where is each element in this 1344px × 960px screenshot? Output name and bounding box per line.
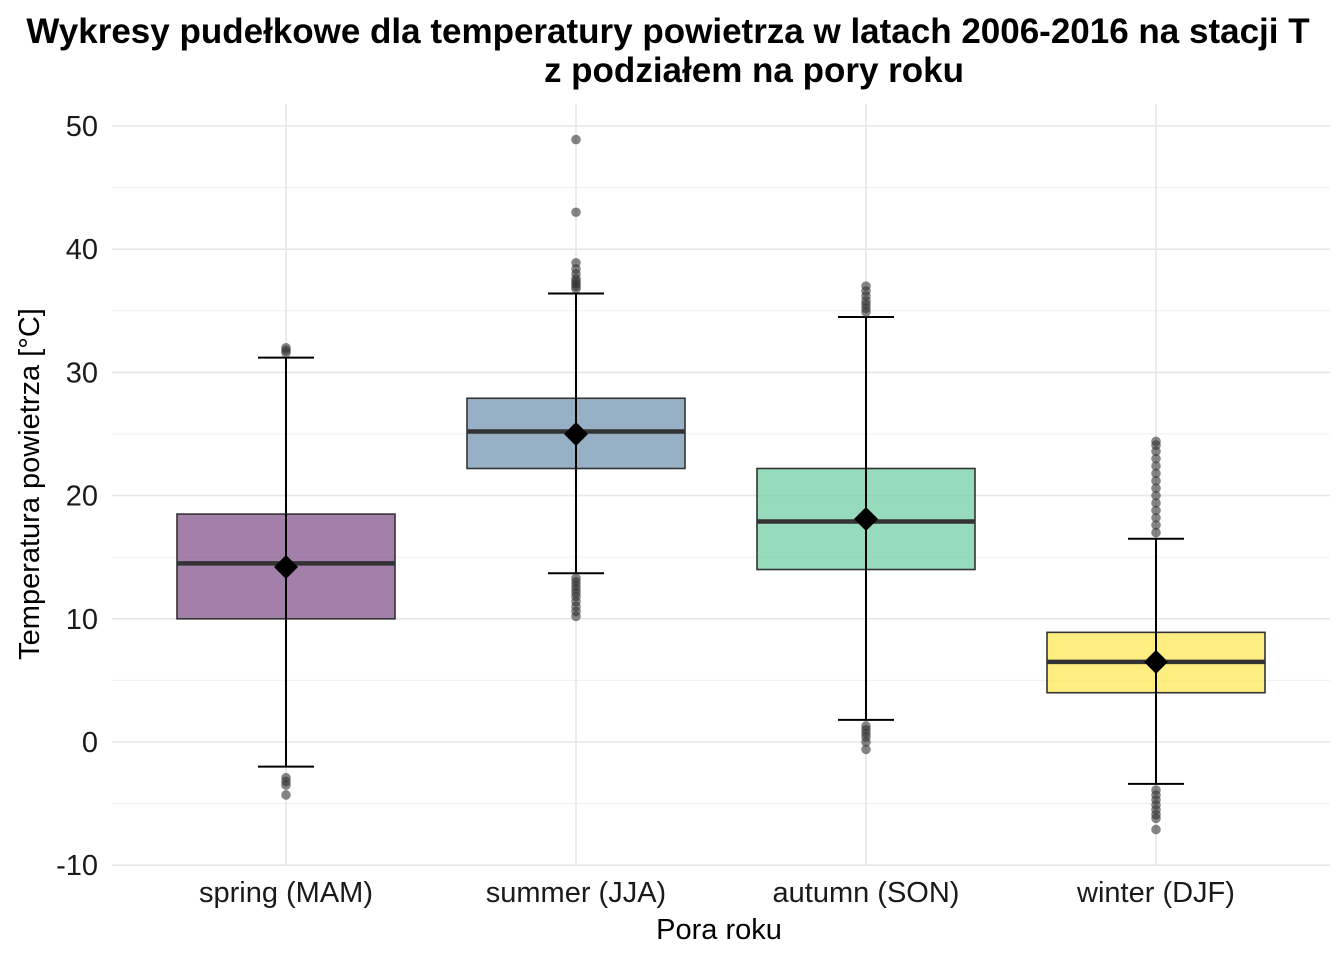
chart-title-line2: z podziałem na pory roku bbox=[544, 51, 964, 90]
outlier-point bbox=[1151, 824, 1161, 835]
mean-marker bbox=[854, 507, 878, 532]
outlier-point bbox=[1151, 453, 1161, 464]
x-axis-ticks: spring (MAM) summer (JJA) autumn (SON) wint… bbox=[199, 877, 1235, 909]
y-tick-label: 10 bbox=[66, 604, 98, 636]
outlier-point bbox=[1151, 527, 1161, 538]
outlier-point bbox=[1151, 483, 1161, 494]
outlier-point bbox=[571, 257, 581, 268]
outlier-point bbox=[281, 780, 291, 790]
outlier-point bbox=[1151, 813, 1161, 824]
mean-marker bbox=[564, 422, 588, 446]
box-group bbox=[176, 342, 396, 800]
outlier-point bbox=[1151, 490, 1161, 501]
x-axis-title: Pora roku bbox=[656, 914, 782, 946]
outlier-point bbox=[1151, 520, 1161, 530]
outlier-point bbox=[1151, 436, 1161, 447]
outlier-point bbox=[571, 134, 581, 145]
box-group bbox=[756, 281, 976, 755]
outlier-point bbox=[861, 281, 871, 291]
mean-marker bbox=[274, 555, 298, 580]
outlier-point bbox=[1151, 512, 1161, 523]
outlier-point bbox=[861, 744, 871, 755]
grid bbox=[112, 104, 1330, 867]
outlier-point bbox=[1151, 505, 1161, 516]
box-group bbox=[466, 134, 686, 622]
outlier-point bbox=[1151, 476, 1161, 486]
outlier-point bbox=[571, 207, 581, 218]
y-tick-label: 20 bbox=[66, 481, 98, 513]
y-tick-label: 40 bbox=[66, 234, 98, 266]
y-tick-label: 0 bbox=[82, 727, 98, 759]
outlier-point bbox=[281, 790, 291, 800]
y-tick-label: 50 bbox=[66, 111, 98, 143]
box-group bbox=[1046, 436, 1266, 835]
outlier-point bbox=[861, 737, 871, 747]
mean-marker bbox=[1144, 649, 1168, 674]
y-axis-title: Temperatura powietrza [°C] bbox=[14, 308, 46, 660]
outlier-point bbox=[1151, 498, 1161, 508]
y-tick-label: -10 bbox=[56, 850, 98, 882]
boxes bbox=[176, 134, 1266, 835]
outlier-point bbox=[571, 611, 581, 622]
x-tick-label: autumn (SON) bbox=[773, 877, 960, 909]
chart-title: Wykresy pudełkowe dla temperatury powiet… bbox=[26, 12, 1309, 51]
outlier-point bbox=[281, 342, 291, 353]
x-tick-label: spring (MAM) bbox=[199, 877, 373, 909]
outlier-point bbox=[1151, 468, 1161, 479]
x-tick-label: summer (JJA) bbox=[486, 877, 666, 909]
x-tick-label: winter (DJF) bbox=[1076, 877, 1235, 909]
y-tick-label: 30 bbox=[66, 357, 98, 389]
y-axis-ticks: -10 0 10 20 30 40 50 bbox=[56, 111, 98, 882]
outlier-point bbox=[1151, 461, 1161, 471]
